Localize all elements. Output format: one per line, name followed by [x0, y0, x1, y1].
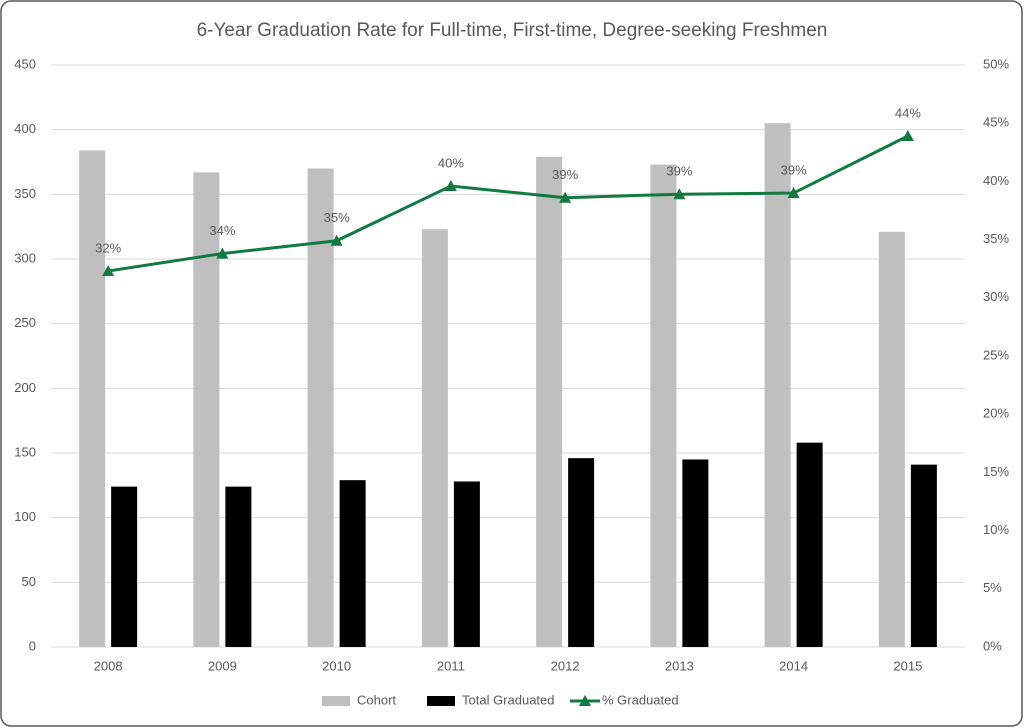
y2-tick-label: 35% — [983, 231, 1009, 246]
x-tick-label: 2008 — [94, 658, 123, 673]
y2-tick-label: 40% — [983, 173, 1009, 188]
y-tick-label: 250 — [14, 315, 36, 330]
y-tick-label: 150 — [14, 444, 36, 459]
y2-tick-label: 10% — [983, 522, 1009, 537]
data-label: 39% — [552, 167, 578, 182]
bar — [878, 231, 905, 647]
y2-tick-label: 25% — [983, 347, 1009, 362]
bar — [764, 123, 791, 647]
y-tick-label: 450 — [14, 56, 36, 71]
bar — [421, 229, 448, 647]
bar — [111, 486, 138, 647]
x-tick-label: 2013 — [665, 658, 694, 673]
y-tick-label: 100 — [14, 509, 36, 524]
bar — [453, 481, 480, 647]
y-tick-label: 0 — [29, 638, 36, 653]
y2-tick-label: 50% — [983, 56, 1009, 71]
data-label: 39% — [666, 164, 692, 179]
y-tick-label: 350 — [14, 186, 36, 201]
legend-swatch — [427, 696, 455, 706]
line — [107, 134, 909, 273]
bar — [193, 172, 220, 647]
y2-tick-label: 30% — [983, 289, 1009, 304]
legend-swatch — [322, 696, 350, 706]
marker — [444, 180, 457, 192]
marker — [673, 188, 686, 200]
data-label: 32% — [95, 240, 121, 255]
x-tick-label: 2009 — [208, 658, 237, 673]
bar — [568, 458, 595, 647]
x-tick-label: 2012 — [551, 658, 580, 673]
marker — [901, 130, 914, 142]
bar — [225, 486, 252, 647]
data-label: 40% — [438, 155, 464, 170]
legend-label: Cohort — [357, 692, 396, 707]
legend-label: % Graduated — [602, 692, 679, 707]
bar — [650, 164, 677, 647]
data-label: 39% — [781, 162, 807, 177]
y-tick-label: 50 — [22, 574, 36, 589]
y2-tick-label: 15% — [983, 464, 1009, 479]
y-tick-label: 300 — [14, 250, 36, 265]
marker — [787, 187, 800, 199]
marker — [216, 247, 229, 259]
y-tick-label: 400 — [14, 121, 36, 136]
x-tick-label: 2010 — [322, 658, 351, 673]
bar — [682, 459, 709, 647]
marker — [330, 234, 343, 246]
marker — [559, 191, 572, 203]
bar — [79, 150, 106, 648]
y2-tick-label: 45% — [983, 115, 1009, 130]
data-label: 35% — [324, 210, 350, 225]
bar — [536, 156, 563, 647]
y2-tick-label: 20% — [983, 406, 1009, 421]
bar — [796, 442, 823, 647]
chart-title: 6-Year Graduation Rate for Full-time, Fi… — [197, 20, 828, 41]
x-tick-label: 2014 — [779, 658, 808, 673]
x-tick-label: 2011 — [437, 658, 465, 673]
data-label: 34% — [209, 223, 235, 238]
y-tick-label: 200 — [14, 380, 36, 395]
bar — [339, 480, 366, 647]
bar — [910, 464, 937, 647]
legend-label: Total Graduated — [462, 692, 555, 707]
y2-tick-label: 5% — [983, 580, 1002, 595]
marker — [102, 265, 115, 277]
legend-swatch — [579, 695, 591, 706]
bar — [307, 168, 334, 647]
y2-tick-label: 0% — [983, 638, 1002, 653]
data-label: 44% — [895, 105, 921, 120]
x-tick-label: 2015 — [893, 658, 922, 673]
